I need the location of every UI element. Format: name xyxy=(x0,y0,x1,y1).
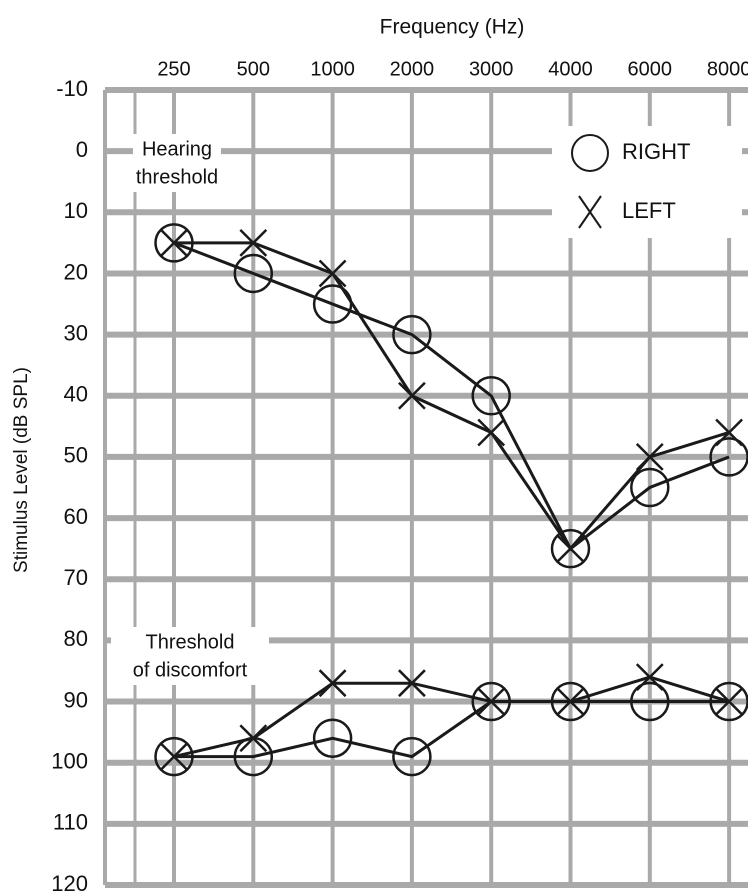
x-marker xyxy=(160,742,188,771)
y-tick-label: 30 xyxy=(64,320,88,345)
circle-marker xyxy=(312,718,353,758)
label-box xyxy=(111,627,269,685)
x-marker xyxy=(556,687,585,716)
y-tick-label: 90 xyxy=(64,687,88,712)
curve-label: threshold xyxy=(136,166,218,188)
circle-marker xyxy=(630,681,670,722)
x-marker xyxy=(239,724,268,753)
x-tick-label: 8000 xyxy=(707,58,748,80)
circle-marker xyxy=(233,253,274,294)
circle-marker xyxy=(471,376,511,416)
curve-label: Threshold xyxy=(146,631,235,653)
circle-marker xyxy=(630,467,670,508)
x-marker xyxy=(635,663,664,691)
x-tick-label: 4000 xyxy=(548,58,593,80)
y-tick-label: 50 xyxy=(64,443,88,468)
circle-marker xyxy=(392,736,432,777)
y-tick-label: 80 xyxy=(64,626,88,651)
y-tick-label: 70 xyxy=(64,565,88,590)
x-marker xyxy=(318,669,347,698)
y-tick-label: 40 xyxy=(64,382,88,407)
x-tick-label: 2000 xyxy=(390,58,435,80)
x-marker xyxy=(318,259,347,288)
curve-label: of discomfort xyxy=(133,659,248,681)
circle-marker xyxy=(550,528,591,569)
circle-marker xyxy=(154,736,194,777)
x-marker xyxy=(398,381,426,410)
x-marker xyxy=(239,229,268,257)
legend-marker xyxy=(578,195,602,229)
legend-label: RIGHT xyxy=(622,139,690,164)
x-tick-label: 250 xyxy=(157,58,190,80)
x-marker xyxy=(160,229,188,257)
circle-marker xyxy=(392,314,432,355)
y-tick-label: 20 xyxy=(64,259,88,284)
x-marker xyxy=(715,687,743,716)
y-tick-label: 120 xyxy=(51,871,88,895)
x-marker xyxy=(635,443,664,471)
y-axis-label: Stimulus Level (dB SPL) xyxy=(11,367,32,573)
chart-title: Frequency (Hz) xyxy=(380,16,525,39)
y-tick-label: 110 xyxy=(53,810,88,835)
y-tick-label: 10 xyxy=(64,198,88,223)
legend-label: LEFT xyxy=(622,198,676,223)
curve-line xyxy=(173,241,730,551)
x-marker xyxy=(556,534,585,563)
curve-line xyxy=(174,700,730,759)
x-marker xyxy=(715,418,743,447)
curve-line xyxy=(174,241,730,552)
curve-label: Hearing xyxy=(142,138,212,160)
x-marker xyxy=(398,669,426,698)
x-marker xyxy=(477,418,506,447)
y-tick-label: 0 xyxy=(76,137,88,162)
y-tick-label: 100 xyxy=(51,749,88,774)
label-box xyxy=(133,134,221,192)
y-tick-label: 60 xyxy=(64,504,88,529)
curve-line xyxy=(173,675,730,759)
x-tick-label: 500 xyxy=(237,58,270,80)
y-tick-label: -10 xyxy=(56,76,88,101)
x-tick-label: 6000 xyxy=(628,58,673,80)
x-tick-label: 3000 xyxy=(469,58,514,80)
legend-box xyxy=(552,126,742,238)
legend-marker xyxy=(571,134,609,172)
x-tick-label: 1000 xyxy=(310,58,355,80)
x-marker xyxy=(477,687,506,716)
